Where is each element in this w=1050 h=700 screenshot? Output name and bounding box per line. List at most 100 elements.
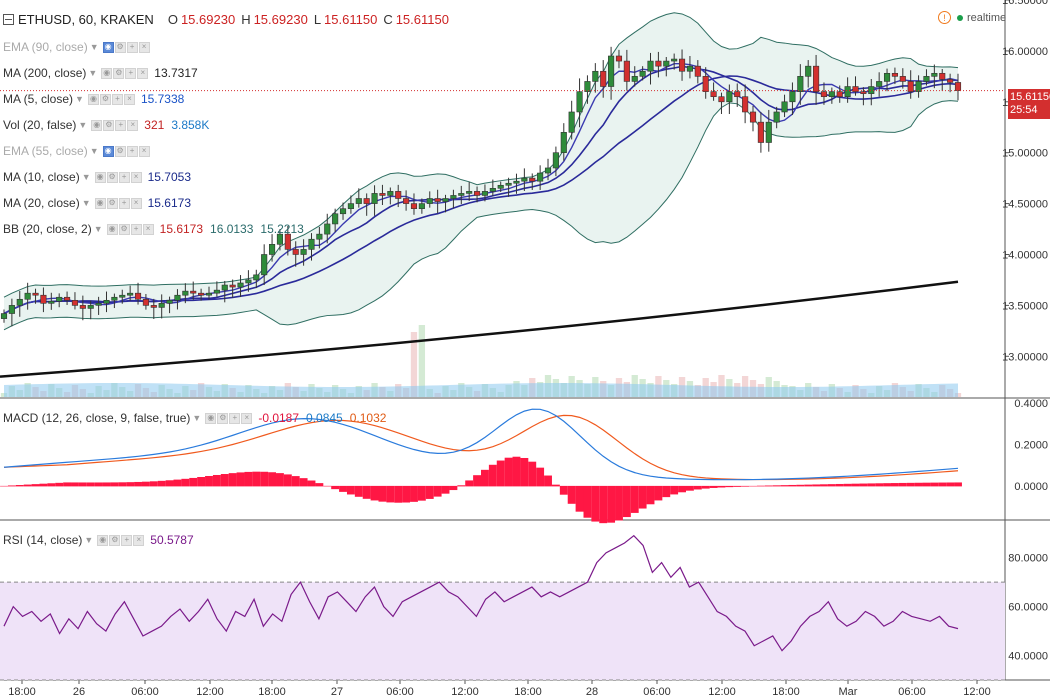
indicator-name[interactable]: MA (200, close) <box>3 66 87 80</box>
indicator-name[interactable]: EMA (90, close) <box>3 40 88 54</box>
plus-icon[interactable]: + <box>126 41 138 53</box>
indicator-name[interactable]: Vol (20, false) <box>3 118 77 132</box>
gear-icon[interactable]: ⚙ <box>106 197 118 209</box>
close-icon[interactable]: × <box>130 171 142 183</box>
candle-body <box>560 132 567 153</box>
gear-icon[interactable]: ⚙ <box>114 41 126 53</box>
eye-icon[interactable]: ◉ <box>94 171 106 183</box>
macd-histogram-bar <box>875 483 884 487</box>
gear-icon[interactable]: ⚙ <box>109 534 121 546</box>
dropdown-icon[interactable]: ▼ <box>88 68 98 78</box>
candle-body <box>269 244 276 255</box>
plus-icon[interactable]: + <box>126 145 138 157</box>
macd-histogram-bar <box>260 471 269 487</box>
candle-body <box>87 305 94 309</box>
gear-icon[interactable]: ⚙ <box>114 145 126 157</box>
candle <box>466 181 473 201</box>
gear-icon[interactable]: ⚙ <box>99 93 111 105</box>
eye-icon[interactable]: ◉ <box>102 145 114 157</box>
macd-histogram-bar <box>189 477 198 487</box>
indicator-name[interactable]: RSI (14, close) <box>3 533 83 547</box>
dropdown-icon[interactable]: ▼ <box>89 42 99 52</box>
warning-icon[interactable]: ! <box>938 11 951 24</box>
dropdown-icon[interactable]: ▼ <box>84 535 94 545</box>
gear-icon[interactable]: ⚙ <box>217 412 229 424</box>
candle <box>907 70 914 99</box>
legend-row[interactable]: MA (200, close) ▼ ◉ ⚙ + × 13.7317 <box>3 66 205 80</box>
candle <box>773 106 780 129</box>
indicator-value: 15.6173 <box>147 196 192 210</box>
close-icon[interactable]: × <box>138 145 150 157</box>
gear-icon[interactable]: ⚙ <box>103 119 115 131</box>
legend-row[interactable]: RSI (14, close) ▼ ◉ ⚙ + × 50.5787 <box>3 533 201 547</box>
close-icon[interactable]: × <box>142 223 154 235</box>
eye-icon[interactable]: ◉ <box>101 67 113 79</box>
dropdown-icon[interactable]: ▼ <box>81 172 91 182</box>
candle-body <box>103 299 110 304</box>
gear-icon[interactable]: ⚙ <box>118 223 130 235</box>
candle-body <box>552 152 559 169</box>
legend-row[interactable]: EMA (55, close) ▼ ◉ ⚙ + × <box>3 144 156 158</box>
candle <box>757 111 764 153</box>
gear-icon[interactable]: ⚙ <box>106 171 118 183</box>
close-icon[interactable]: × <box>138 41 150 53</box>
eye-icon[interactable]: ◉ <box>94 197 106 209</box>
dropdown-icon[interactable]: ▼ <box>81 198 91 208</box>
eye-icon[interactable]: ◉ <box>205 412 217 424</box>
candle <box>481 184 489 202</box>
realtime-status[interactable]: ! realtime <box>938 11 1006 24</box>
legend-row[interactable]: MA (10, close) ▼ ◉ ⚙ + × 15.7053 <box>3 170 198 184</box>
close-icon[interactable]: × <box>133 534 145 546</box>
eye-icon[interactable]: ◉ <box>106 223 118 235</box>
macd-histogram-bar <box>575 485 584 512</box>
legend-row[interactable]: MA (5, close) ▼ ◉ ⚙ + × 15.7338 <box>3 92 191 106</box>
indicator-value: 15.6173 <box>159 222 204 236</box>
close-icon[interactable]: × <box>241 412 253 424</box>
candle-body <box>544 167 552 174</box>
candle-body <box>568 111 575 133</box>
indicator-name[interactable]: BB (20, close, 2) <box>3 222 92 236</box>
legend-row[interactable]: BB (20, close, 2) ▼ ◉ ⚙ + × 15.6173 16.0133 15.2… <box>3 222 311 236</box>
eye-icon[interactable]: ◉ <box>91 119 103 131</box>
dropdown-icon[interactable]: ▼ <box>75 94 84 104</box>
macd-histogram-bar <box>0 485 8 487</box>
dropdown-icon[interactable]: ▼ <box>192 413 202 423</box>
plus-icon[interactable]: + <box>115 119 127 131</box>
eye-icon[interactable]: ◉ <box>87 93 99 105</box>
macd-histogram-bar <box>23 484 32 487</box>
macd-histogram-bar <box>749 485 757 487</box>
close-icon[interactable]: × <box>137 67 149 79</box>
plus-icon[interactable]: + <box>118 197 130 209</box>
high-value: 15.69230 <box>253 12 308 27</box>
close-icon[interactable]: × <box>130 197 142 209</box>
plus-icon[interactable]: + <box>130 223 142 235</box>
dropdown-icon[interactable]: ▼ <box>78 120 88 130</box>
candle-body <box>410 203 418 209</box>
legend-row[interactable]: MACD (12, 26, close, 9, false, true) ▼ ◉ ⚙ +… <box>3 411 393 425</box>
dropdown-icon[interactable]: ▼ <box>89 146 99 156</box>
plus-icon[interactable]: + <box>229 412 241 424</box>
gear-icon[interactable]: ⚙ <box>113 67 125 79</box>
symbol-title[interactable]: ETHUSD, 60, KRAKEN <box>18 12 154 27</box>
indicator-name[interactable]: MACD (12, 26, close, 9, false, true) <box>3 411 191 425</box>
indicator-name[interactable]: MA (20, close) <box>3 196 80 210</box>
legend-row[interactable]: MA (20, close) ▼ ◉ ⚙ + × 15.6173 <box>3 196 198 210</box>
indicator-name[interactable]: EMA (55, close) <box>3 144 88 158</box>
plus-icon[interactable]: + <box>121 534 133 546</box>
plus-icon[interactable]: + <box>111 93 123 105</box>
indicator-name[interactable]: MA (5, close) <box>3 92 74 106</box>
dropdown-icon[interactable]: ▼ <box>93 224 103 234</box>
eye-icon[interactable]: ◉ <box>97 534 109 546</box>
eye-icon[interactable]: ◉ <box>102 41 114 53</box>
macd-histogram-bar <box>346 485 355 495</box>
legend-row[interactable]: EMA (90, close) ▼ ◉ ⚙ + × <box>3 40 156 54</box>
plus-icon[interactable]: + <box>118 171 130 183</box>
collapse-icon[interactable] <box>3 14 14 25</box>
close-icon[interactable]: × <box>123 93 135 105</box>
plus-icon[interactable]: + <box>125 67 137 79</box>
indicator-name[interactable]: MA (10, close) <box>3 170 80 184</box>
legend-row[interactable]: Vol (20, false) ▼ ◉ ⚙ + × 321 3.858K <box>3 118 216 132</box>
close-icon[interactable]: × <box>127 119 139 131</box>
rsi-tick-label: 40.0000 <box>1008 651 1048 663</box>
